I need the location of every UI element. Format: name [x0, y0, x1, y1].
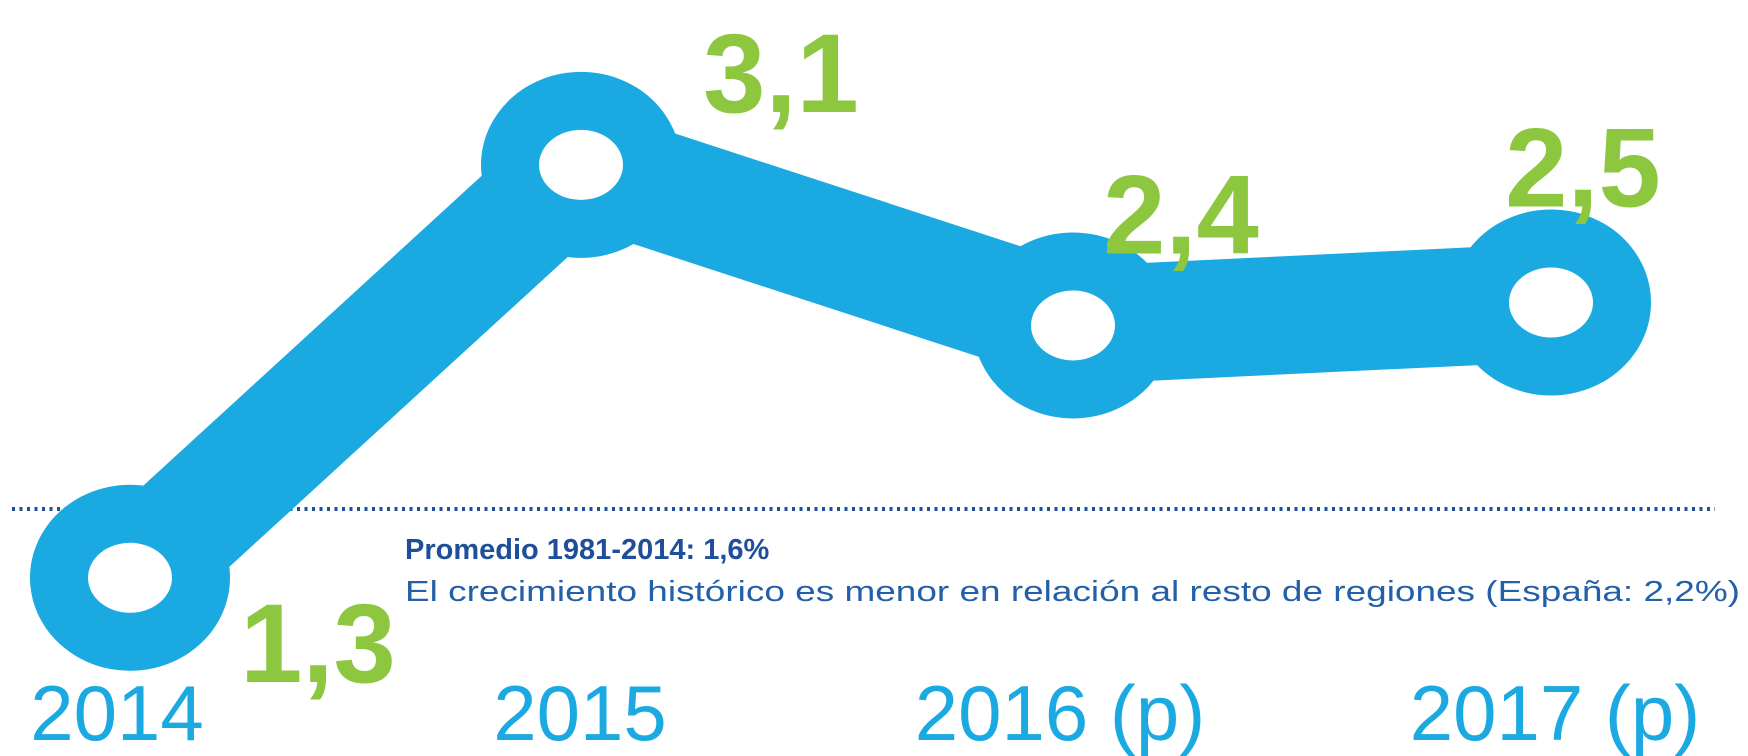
- marker-hole: [539, 129, 623, 200]
- value-label: 3,1: [703, 11, 859, 136]
- line: [90, 98, 1554, 622]
- value-label: 2,4: [1103, 152, 1259, 277]
- reference-note: El crecimiento histórico es menor en rel…: [405, 576, 1740, 608]
- reference-label: Promedio 1981-2014: 1,6%: [405, 534, 770, 566]
- x-tick-label: 2016 (p): [915, 669, 1206, 756]
- value-label: 2,5: [1505, 106, 1661, 231]
- x-tick-label: 2015: [493, 669, 667, 756]
- marker-hole: [88, 542, 172, 613]
- x-tick-label: 2017 (p): [1410, 669, 1701, 756]
- marker-hole: [1031, 290, 1115, 361]
- value-label: 1,3: [240, 581, 396, 706]
- x-tick-label: 2014: [30, 669, 204, 756]
- marker-hole: [1509, 267, 1593, 338]
